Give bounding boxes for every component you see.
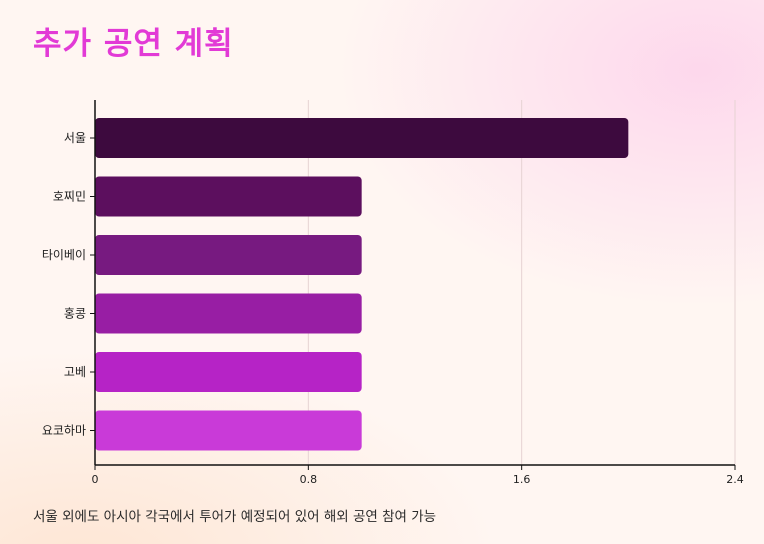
x-tick-label: 0	[92, 473, 99, 486]
category-label: 요코하마	[42, 424, 86, 438]
x-tick-label: 2.4	[726, 473, 744, 486]
category-label: 고베	[64, 365, 86, 379]
category-label: 서울	[64, 131, 86, 145]
chart-title: 추가 공연 계획	[33, 26, 234, 62]
bar	[95, 235, 362, 275]
bar	[95, 293, 362, 334]
axes	[94, 100, 735, 466]
chart-caption: 서울 외에도 아시아 각국에서 투어가 예정되어 있어 해외 공연 참여 가능	[33, 509, 437, 525]
category-label: 호찌민	[53, 190, 86, 204]
x-tick-label: 0.8	[300, 473, 318, 486]
gridlines	[307, 100, 736, 465]
bar	[95, 176, 362, 217]
bars	[95, 118, 629, 451]
x-ticks: 0 0.8 1.6 2.4	[92, 465, 744, 486]
x-tick-label: 1.6	[513, 473, 531, 486]
bar	[95, 410, 362, 451]
bar	[95, 118, 629, 158]
bar	[95, 352, 362, 392]
category-label: 타이베이	[42, 248, 86, 262]
category-label: 홍콩	[64, 307, 86, 321]
